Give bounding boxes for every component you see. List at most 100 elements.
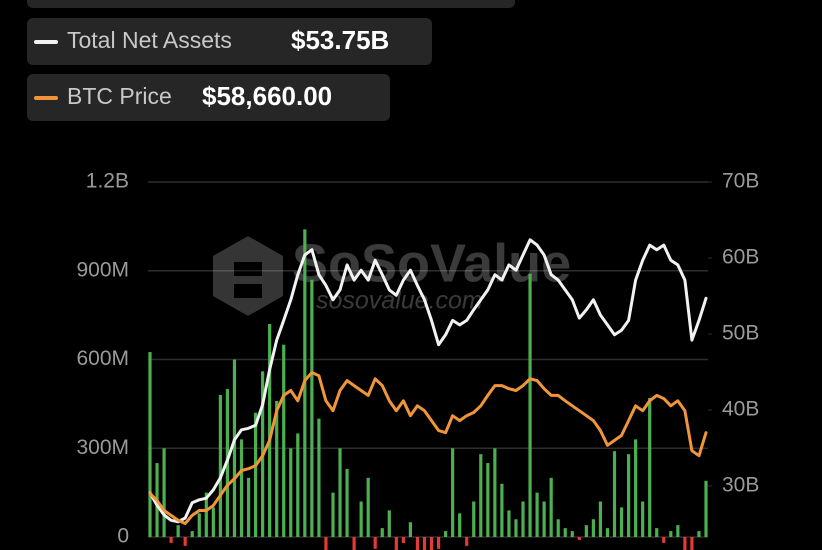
y-tick-label: 300M bbox=[76, 436, 129, 459]
bar bbox=[697, 531, 701, 537]
bar bbox=[415, 537, 420, 550]
bar bbox=[676, 525, 680, 537]
bar bbox=[380, 528, 384, 537]
legend-label: Total Net Assets bbox=[67, 27, 232, 53]
y2-tick-label: 60B bbox=[722, 246, 759, 269]
legend-label: BTC Price bbox=[67, 83, 172, 109]
bar bbox=[542, 501, 546, 537]
watermark: SoSoValue sosovalue.com bbox=[213, 233, 571, 316]
bar bbox=[669, 531, 673, 537]
bar bbox=[331, 492, 335, 537]
bar bbox=[458, 513, 462, 537]
legend-value: $53.75B bbox=[291, 25, 389, 55]
y2-tick-label: 50B bbox=[722, 322, 759, 345]
watermark-text: SoSoValue bbox=[292, 233, 571, 293]
bar bbox=[317, 418, 321, 537]
bar bbox=[296, 433, 300, 537]
bar bbox=[634, 439, 638, 537]
bar bbox=[612, 451, 617, 537]
y2-tick-label: 30B bbox=[722, 474, 759, 497]
bar bbox=[486, 463, 490, 537]
bar bbox=[648, 397, 652, 537]
bar bbox=[387, 510, 391, 537]
y-tick-label: 600M bbox=[76, 347, 129, 370]
bar bbox=[556, 519, 560, 537]
bar bbox=[683, 537, 687, 550]
bar bbox=[605, 528, 610, 537]
y-tick-label: 0 bbox=[117, 525, 129, 548]
bar bbox=[465, 537, 469, 546]
bar bbox=[169, 537, 173, 543]
legend-value: $58,660.00 bbox=[202, 81, 332, 111]
bar bbox=[204, 492, 208, 537]
bar bbox=[239, 439, 244, 537]
watermark-logo-cut bbox=[234, 262, 262, 298]
lines bbox=[148, 238, 708, 525]
bar bbox=[619, 507, 624, 537]
bar bbox=[563, 528, 567, 537]
bar bbox=[246, 477, 251, 537]
bar bbox=[408, 522, 413, 537]
bar bbox=[521, 501, 525, 537]
bar bbox=[507, 510, 511, 537]
bar bbox=[338, 448, 342, 537]
bar bbox=[148, 352, 152, 537]
bar bbox=[324, 537, 328, 550]
bar bbox=[183, 537, 187, 546]
grid: 0 300M 600M 900M 1.2B 30B 40B 50B 60B 70B bbox=[76, 170, 759, 548]
cut-off-chip bbox=[27, 0, 515, 8]
legend-chip bbox=[27, 74, 390, 121]
bar bbox=[662, 537, 666, 543]
bar bbox=[690, 537, 694, 550]
y2-tick-label: 40B bbox=[722, 398, 759, 421]
watermark-logo bbox=[213, 236, 283, 316]
bar bbox=[197, 513, 201, 537]
bar bbox=[591, 519, 595, 537]
bar bbox=[500, 483, 504, 537]
y-tick-label: 1.2B bbox=[86, 170, 129, 193]
bar bbox=[584, 525, 588, 537]
bar bbox=[479, 454, 483, 537]
bar bbox=[373, 537, 377, 549]
bar bbox=[366, 477, 370, 537]
bar bbox=[472, 501, 476, 537]
bar bbox=[655, 528, 659, 537]
bar bbox=[401, 537, 405, 543]
bar bbox=[345, 468, 349, 537]
bar bbox=[162, 448, 166, 537]
bar bbox=[549, 477, 553, 537]
bar bbox=[626, 454, 631, 537]
bar bbox=[211, 507, 215, 537]
bar bbox=[577, 537, 581, 540]
legend-chip bbox=[27, 18, 432, 65]
bar bbox=[436, 537, 441, 549]
y-tick-label: 900M bbox=[76, 258, 129, 281]
bar bbox=[514, 519, 518, 537]
bar bbox=[570, 531, 574, 537]
bar bbox=[598, 501, 603, 537]
bar bbox=[232, 359, 237, 537]
bar bbox=[218, 395, 222, 537]
bar bbox=[493, 448, 497, 537]
bar bbox=[704, 480, 708, 537]
bar bbox=[394, 537, 398, 550]
bar bbox=[253, 412, 258, 537]
bars bbox=[148, 229, 708, 550]
bar bbox=[289, 448, 293, 537]
bar bbox=[310, 279, 314, 537]
bar bbox=[429, 537, 434, 550]
bar bbox=[282, 344, 286, 537]
bar bbox=[641, 501, 645, 537]
bar bbox=[275, 400, 279, 537]
bar bbox=[352, 537, 356, 550]
line-series bbox=[148, 238, 708, 524]
bar bbox=[176, 525, 180, 537]
bar bbox=[451, 448, 455, 537]
bar bbox=[359, 501, 363, 537]
bar bbox=[443, 531, 448, 537]
y2-tick-label: 70B bbox=[722, 170, 759, 193]
line-series bbox=[148, 371, 708, 525]
bar bbox=[190, 531, 194, 537]
